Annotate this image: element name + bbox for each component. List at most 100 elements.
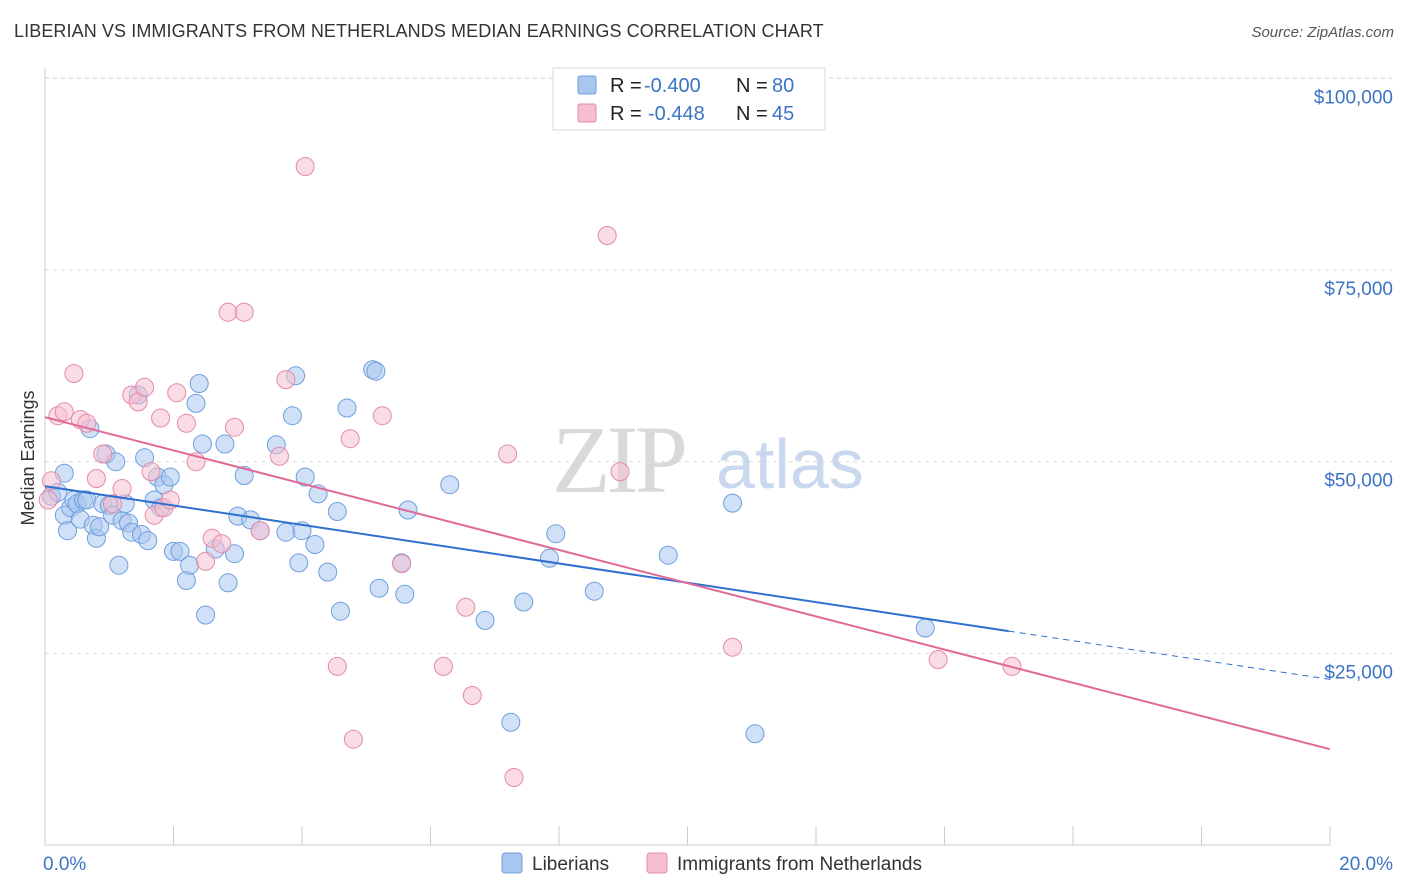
watermark-atlas: atlas bbox=[716, 425, 864, 503]
series-legend: Liberians Immigrants from Netherlands bbox=[501, 852, 922, 875]
data-point bbox=[38, 490, 58, 510]
data-point bbox=[225, 417, 244, 437]
data-point bbox=[501, 712, 521, 732]
y-axis-title: Median Earnings bbox=[18, 390, 38, 525]
series-liberians bbox=[41, 360, 935, 744]
data-point bbox=[539, 548, 559, 568]
trend-line-netherlands bbox=[44, 416, 1331, 751]
data-point bbox=[58, 521, 77, 541]
data-point bbox=[86, 469, 106, 488]
trend-line-liberians bbox=[44, 485, 1009, 633]
legend-box bbox=[552, 67, 826, 131]
data-point bbox=[395, 584, 415, 604]
data-point bbox=[514, 592, 534, 612]
data-point bbox=[160, 467, 180, 487]
data-point bbox=[597, 226, 617, 245]
trend-layer bbox=[44, 416, 1331, 751]
data-point bbox=[138, 531, 158, 551]
data-point bbox=[212, 534, 232, 554]
source-label: Source: ZipAtlas.com bbox=[1251, 24, 1394, 41]
data-point bbox=[176, 571, 196, 590]
data-point bbox=[225, 544, 244, 564]
data-point bbox=[372, 406, 392, 426]
data-point bbox=[475, 610, 495, 630]
data-point bbox=[331, 601, 350, 621]
data-point bbox=[318, 562, 338, 582]
data-point bbox=[109, 555, 129, 575]
data-point bbox=[928, 650, 948, 669]
x-tick-label-max: 20.0% bbox=[1339, 854, 1393, 875]
points-layer bbox=[38, 157, 1022, 787]
data-point bbox=[151, 408, 171, 428]
data-point bbox=[276, 522, 296, 542]
y-tick-labels: $25,000 $50,000 $75,000 $100,000 bbox=[1314, 87, 1393, 683]
data-point bbox=[327, 656, 347, 676]
data-point bbox=[170, 541, 190, 561]
data-point bbox=[112, 479, 132, 498]
data-point bbox=[546, 524, 566, 544]
data-point bbox=[64, 364, 84, 383]
data-point bbox=[337, 398, 357, 418]
data-point bbox=[295, 467, 315, 487]
data-point bbox=[196, 605, 216, 625]
trend-line-extension bbox=[1008, 630, 1331, 680]
y-tick-label: $25,000 bbox=[1324, 662, 1393, 683]
data-point bbox=[90, 517, 110, 537]
series-legend-label-netherlands: Immigrants from Netherlands bbox=[677, 854, 922, 875]
data-point bbox=[433, 656, 453, 676]
data-point bbox=[196, 551, 216, 571]
y-tick-label: $50,000 bbox=[1324, 471, 1393, 492]
data-point bbox=[915, 618, 935, 638]
watermark-zip: ZIP bbox=[552, 406, 685, 513]
data-point bbox=[41, 471, 61, 491]
data-point bbox=[215, 434, 235, 454]
data-point bbox=[745, 724, 765, 744]
chart-title: LIBERIAN VS IMMIGRANTS FROM NETHERLANDS … bbox=[14, 21, 824, 41]
data-point bbox=[218, 302, 238, 322]
series-netherlands bbox=[38, 157, 1022, 787]
data-point bbox=[218, 573, 238, 593]
data-point bbox=[135, 377, 155, 397]
data-point bbox=[234, 302, 254, 322]
data-point bbox=[54, 402, 74, 422]
data-point bbox=[93, 444, 113, 464]
grid-lines bbox=[45, 77, 1392, 654]
data-point bbox=[103, 494, 122, 514]
data-point bbox=[176, 413, 196, 433]
data-point bbox=[186, 393, 206, 413]
data-point bbox=[327, 502, 347, 521]
y-tick-label: $100,000 bbox=[1314, 87, 1393, 108]
series-legend-swatch-netherlands bbox=[646, 852, 668, 874]
x-tick-labels: 0.0% 20.0% bbox=[43, 854, 1393, 875]
data-point bbox=[366, 361, 386, 381]
legend-r-label-1: R = bbox=[610, 75, 642, 97]
data-point bbox=[456, 597, 476, 617]
y-tick-label: $75,000 bbox=[1324, 279, 1393, 300]
data-point bbox=[498, 444, 518, 464]
legend-swatch-netherlands bbox=[577, 103, 597, 123]
data-point bbox=[189, 374, 209, 393]
data-point bbox=[343, 729, 363, 749]
data-point bbox=[270, 446, 289, 466]
data-point bbox=[192, 434, 212, 454]
data-point bbox=[295, 157, 315, 176]
axes bbox=[44, 68, 1331, 846]
legend-n-label-2: N = bbox=[736, 103, 768, 125]
data-point bbox=[250, 521, 270, 541]
legend-r-value-1: -0.400 bbox=[644, 75, 701, 97]
data-point bbox=[392, 554, 412, 574]
data-point bbox=[276, 370, 296, 390]
series-legend-label-liberians: Liberians bbox=[532, 854, 609, 875]
data-point bbox=[658, 545, 678, 565]
data-point bbox=[369, 578, 389, 598]
legend-r-label-2: R = bbox=[610, 103, 642, 125]
data-point bbox=[610, 462, 630, 482]
data-point bbox=[282, 406, 302, 426]
correlation-legend: R = -0.400 N = 80 R = -0.448 N = 45 bbox=[552, 67, 826, 131]
x-tick-label-min: 0.0% bbox=[43, 854, 86, 875]
data-point bbox=[289, 553, 309, 573]
data-point bbox=[723, 493, 742, 513]
data-point bbox=[723, 637, 742, 657]
data-point bbox=[340, 429, 360, 449]
